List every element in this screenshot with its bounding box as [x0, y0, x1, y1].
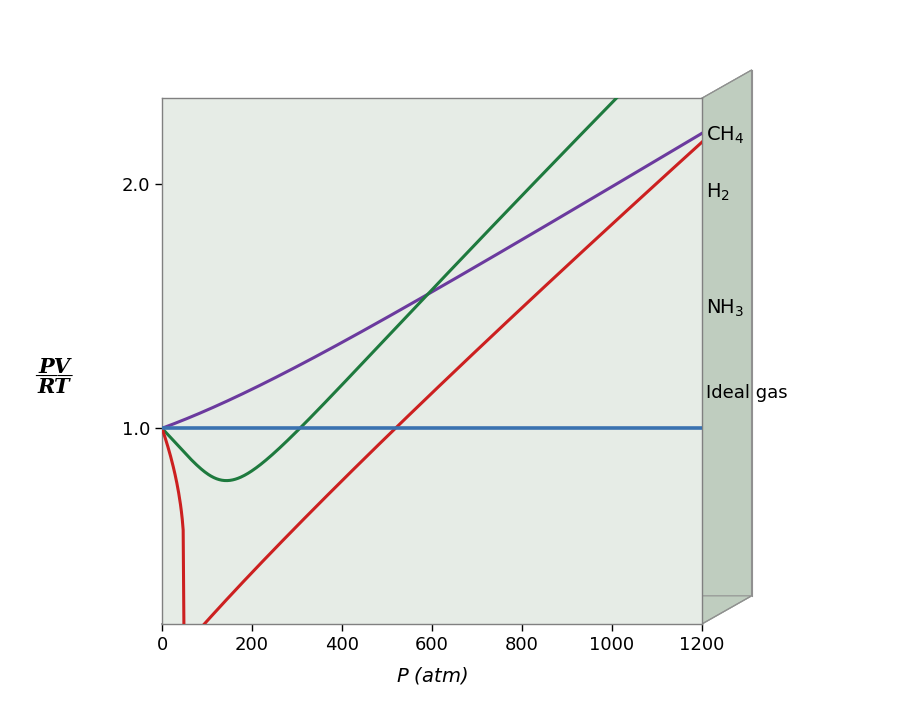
Text: Ideal gas: Ideal gas [706, 383, 788, 402]
Text: NH$_3$: NH$_3$ [706, 298, 744, 319]
X-axis label: $P$ (atm): $P$ (atm) [396, 665, 468, 686]
Text: RT: RT [38, 377, 70, 397]
Text: PV: PV [38, 357, 70, 377]
Text: CH$_4$: CH$_4$ [706, 124, 745, 146]
Text: H$_2$: H$_2$ [706, 182, 731, 203]
Polygon shape [162, 596, 752, 624]
Text: ─────: ───── [35, 370, 73, 383]
Polygon shape [702, 70, 752, 624]
